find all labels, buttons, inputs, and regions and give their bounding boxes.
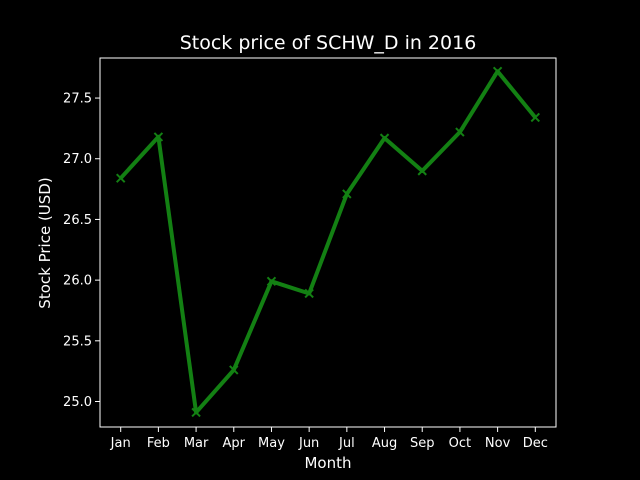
x-tick-label: Aug <box>372 436 397 451</box>
y-axis-ticks: 25.0 25.5 26.0 26.5 27.0 27.5 <box>63 92 100 410</box>
x-tick-label: Sep <box>410 436 435 451</box>
chart-title: Stock price of SCHW_D in 2016 <box>180 32 477 54</box>
data-point-marker <box>417 166 427 176</box>
data-point-marker <box>304 288 314 299</box>
data-point-marker <box>530 112 541 123</box>
x-tick-label: Jul <box>338 436 355 451</box>
data-point-marker <box>153 132 164 142</box>
series-markers <box>115 66 541 418</box>
data-point-marker <box>455 127 465 137</box>
data-point-marker <box>342 189 352 199</box>
x-tick-label: Jan <box>110 436 131 451</box>
x-tick-label: Nov <box>485 436 511 451</box>
y-tick-label: 27.5 <box>63 92 92 107</box>
series-line <box>119 69 537 415</box>
x-tick-label: Oct <box>449 436 471 451</box>
y-tick-label: 25.0 <box>63 395 92 410</box>
data-point-marker <box>115 173 126 183</box>
y-tick-label: 26.0 <box>63 274 92 289</box>
y-tick-label: 26.5 <box>63 213 92 228</box>
plot-area-frame <box>99 57 557 428</box>
x-tick-label: Jun <box>298 436 319 451</box>
data-point-marker <box>379 133 390 143</box>
x-tick-label: Feb <box>147 436 170 451</box>
data-point-marker <box>266 276 277 287</box>
y-tick-label: 27.0 <box>63 152 92 167</box>
data-point-marker <box>191 407 201 418</box>
data-point-marker <box>492 66 503 77</box>
x-tick-label: May <box>258 436 285 451</box>
y-tick-label: 25.5 <box>63 334 92 349</box>
x-tick-label: Dec <box>523 436 548 451</box>
x-tick-label: Apr <box>223 436 246 451</box>
x-tick-label: Mar <box>184 436 209 451</box>
data-point-marker <box>229 365 239 375</box>
y-axis-label: Stock Price (USD) <box>36 177 54 308</box>
x-axis-label: Month <box>304 454 351 472</box>
x-axis-ticks: Jan Feb Mar Apr May Jun Jul Aug Sep Oct Nov Dec <box>110 427 548 451</box>
